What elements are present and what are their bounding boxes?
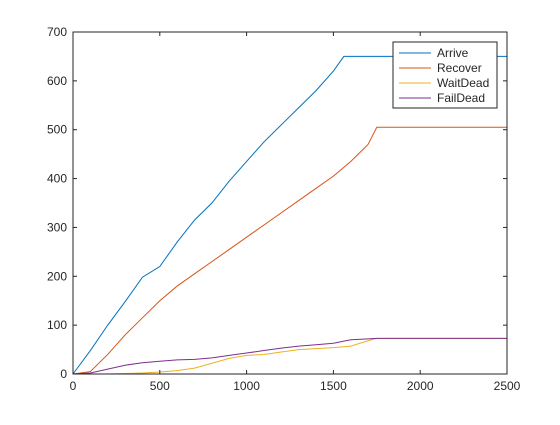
- x-tick-label: 500: [150, 379, 170, 393]
- axes-layer: [72, 31, 508, 375]
- legend-label-waitdead: WaitDead: [437, 76, 489, 90]
- y-tick-label: 100: [47, 318, 67, 332]
- y-tick-label: 700: [47, 25, 67, 39]
- y-tick-label: 0: [60, 367, 67, 381]
- series-layer: [72, 55, 507, 375]
- series-line-waitdead: [73, 337, 507, 375]
- x-tick-label: 1500: [320, 379, 347, 393]
- axes-box: [72, 31, 508, 375]
- series-line-faildead: [72, 337, 507, 375]
- y-tick-label: 200: [47, 269, 67, 283]
- legend-label-recover: Recover: [437, 61, 482, 75]
- y-tick-label: 500: [47, 123, 67, 137]
- x-tick-label: 0: [70, 379, 77, 393]
- x-tick-label: 1000: [233, 379, 260, 393]
- legend-label-arrive: Arrive: [437, 46, 469, 60]
- x-tick-label: 2500: [494, 379, 521, 393]
- ticks-layer: 0 500 1000 1500 2000 2500 0 100 200 300 400 500 600 7…: [47, 25, 521, 393]
- y-tick-label: 400: [47, 172, 67, 186]
- y-tick-label: 600: [47, 74, 67, 88]
- legend-label-faildead: FailDead: [437, 91, 485, 105]
- y-tick-label: 300: [47, 220, 67, 234]
- series-line-recover: [72, 126, 507, 375]
- x-tick-label: 2000: [407, 379, 434, 393]
- series-line-arrive: [72, 55, 507, 375]
